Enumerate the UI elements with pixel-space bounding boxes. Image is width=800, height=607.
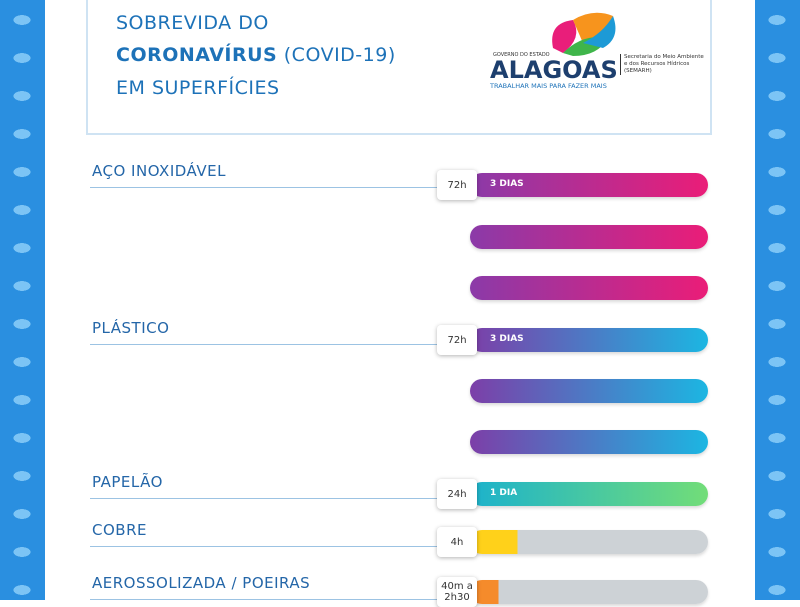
bar bbox=[470, 482, 708, 506]
time-badge: 40m a 2h30 bbox=[437, 577, 477, 607]
time-badge: 24h bbox=[437, 479, 477, 509]
surface-label: AÇO INOXIDÁVEL bbox=[92, 162, 226, 180]
bar-label: 1 DIA bbox=[490, 488, 518, 498]
bar-label: 3 DIAS bbox=[490, 334, 524, 344]
bar bbox=[470, 276, 708, 300]
border-pattern bbox=[755, 0, 800, 600]
bar bbox=[470, 173, 708, 197]
title: SOBREVIDA DO bbox=[116, 12, 269, 34]
rule bbox=[90, 187, 440, 188]
logo-text: ALAGOAS bbox=[490, 56, 618, 84]
logo-text: TRABALHAR MAIS PARA FAZER MAIS bbox=[490, 82, 607, 90]
time-badge: 72h bbox=[437, 325, 477, 355]
bar bbox=[470, 530, 708, 554]
logo-text: Secretaria do Meio Ambiente e dos Recurs… bbox=[620, 54, 704, 75]
time-badge: 72h bbox=[437, 170, 477, 200]
bar bbox=[470, 328, 708, 352]
title-bold: CORONAVÍRUS bbox=[116, 44, 278, 66]
bar bbox=[470, 430, 708, 454]
bar bbox=[470, 225, 708, 249]
bar-label: 3 DIAS bbox=[490, 179, 524, 189]
title: CORONAVÍRUS (COVID-19) bbox=[116, 44, 396, 66]
rule bbox=[90, 546, 440, 547]
surface-label: AEROSSOLIZADA / POEIRAS bbox=[92, 574, 311, 592]
surface-label: PAPELÃO bbox=[92, 473, 163, 491]
rule bbox=[90, 344, 440, 345]
rule bbox=[90, 498, 440, 499]
title: EM SUPERFÍCIES bbox=[116, 77, 280, 99]
surface-label: COBRE bbox=[92, 521, 147, 539]
bar bbox=[470, 580, 708, 604]
surface-label: PLÁSTICO bbox=[92, 319, 170, 337]
title: (COVID-19) bbox=[283, 44, 396, 66]
logo-text: GOVERNO DO ESTADO bbox=[493, 52, 550, 58]
logo-icon bbox=[552, 12, 616, 56]
bar bbox=[470, 379, 708, 403]
time-badge: 4h bbox=[437, 527, 477, 557]
border-pattern bbox=[0, 0, 45, 600]
header: SOBREVIDA DO CORONAVÍRUS (COVID-19) EM S… bbox=[86, 0, 712, 135]
